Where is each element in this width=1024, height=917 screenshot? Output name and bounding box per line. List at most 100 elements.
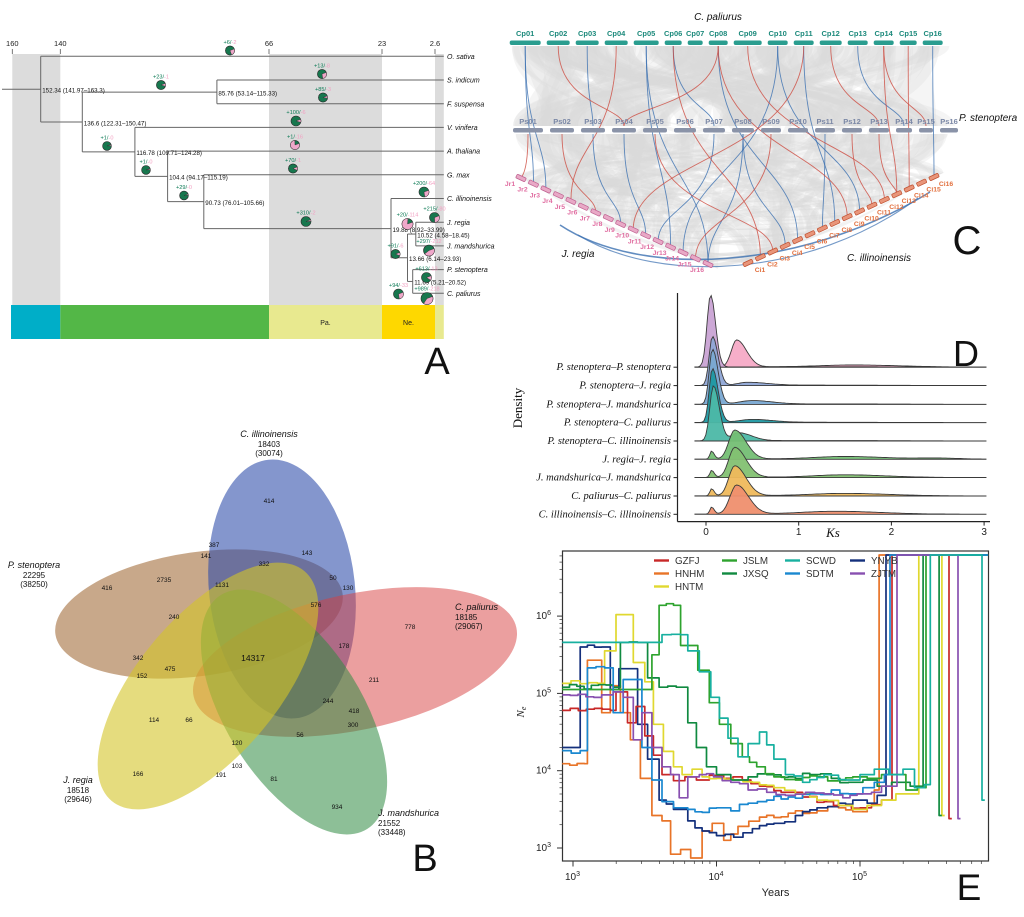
svg-text:Jr12: Jr12 — [640, 244, 654, 251]
svg-text:C. illinoinensis: C. illinoinensis — [240, 429, 298, 439]
svg-text:387: 387 — [209, 542, 220, 549]
svg-text:103: 103 — [565, 871, 580, 883]
svg-text:+100/-6: +100/-6 — [286, 110, 305, 116]
svg-text:576: 576 — [311, 602, 322, 609]
svg-text:19.88 (8.92–33.99): 19.88 (8.92–33.99) — [393, 227, 445, 234]
svg-text:416: 416 — [102, 585, 113, 592]
svg-text:+1/-16: +1/-16 — [287, 134, 303, 140]
svg-text:Jr5: Jr5 — [555, 204, 565, 211]
svg-text:YNYB: YNYB — [871, 556, 898, 567]
svg-text:Cp01: Cp01 — [516, 29, 534, 38]
svg-text:J. regia: J. regia — [62, 775, 93, 785]
svg-text:116.78 (109.71–124.28): 116.78 (109.71–124.28) — [136, 150, 202, 157]
svg-text:Cp10: Cp10 — [769, 29, 787, 38]
svg-text:Ps11: Ps11 — [816, 117, 833, 126]
svg-text:GZFJ: GZFJ — [675, 556, 700, 567]
svg-text:475: 475 — [165, 666, 176, 673]
svg-text:+23/-1: +23/-1 — [153, 74, 169, 80]
svg-text:+20/-114: +20/-114 — [397, 213, 419, 219]
svg-text:Jr1: Jr1 — [505, 181, 515, 188]
svg-text:Ps15: Ps15 — [917, 117, 935, 126]
svg-text:Cp14: Cp14 — [875, 29, 894, 38]
svg-text:Years: Years — [762, 887, 790, 899]
svg-text:HNHM: HNHM — [675, 569, 704, 580]
svg-text:Ci3: Ci3 — [780, 256, 791, 263]
svg-text:JXSQ: JXSQ — [743, 569, 769, 580]
svg-text:178: 178 — [339, 643, 350, 650]
svg-text:Cp04: Cp04 — [607, 29, 626, 38]
svg-text:3: 3 — [981, 527, 987, 538]
svg-text:Ci16: Ci16 — [939, 181, 954, 188]
svg-text:J. mandshurica: J. mandshurica — [446, 244, 495, 251]
svg-text:10.52 (4.58–18.45): 10.52 (4.58–18.45) — [417, 232, 469, 239]
svg-text:J. regia: J. regia — [561, 249, 595, 260]
svg-text:1131: 1131 — [215, 582, 229, 589]
svg-text:Jr4: Jr4 — [542, 198, 552, 205]
svg-text:Ps10: Ps10 — [789, 117, 807, 126]
svg-text:Jr6: Jr6 — [567, 210, 577, 217]
svg-text:+91/-6: +91/-6 — [387, 243, 403, 249]
svg-text:J. mandshurica–J. mandshurica: J. mandshurica–J. mandshurica — [536, 473, 671, 484]
svg-text:Ci1: Ci1 — [755, 267, 766, 274]
svg-text:SDTM: SDTM — [806, 569, 834, 580]
svg-text:+70/-1: +70/-1 — [285, 158, 301, 164]
svg-text:Density: Density — [510, 387, 525, 428]
svg-text:166: 166 — [133, 771, 144, 778]
svg-text:E: E — [957, 867, 982, 908]
svg-text:Jr8: Jr8 — [592, 221, 602, 228]
svg-text:P. stenoptera: P. stenoptera — [959, 113, 1018, 124]
svg-text:C. illinoinensis–C. illinoinen: C. illinoinensis–C. illinoinensis — [539, 509, 671, 520]
svg-text:P. stenoptera–C. paliurus: P. stenoptera–C. paliurus — [563, 418, 671, 429]
svg-text:P. stenoptera–C. illinoinensis: P. stenoptera–C. illinoinensis — [547, 436, 671, 447]
svg-text:Ps01: Ps01 — [519, 117, 537, 126]
svg-text:140: 140 — [54, 39, 67, 48]
svg-text:418: 418 — [349, 708, 360, 715]
svg-text:Ci13: Ci13 — [902, 198, 917, 205]
svg-text:18403: 18403 — [258, 440, 281, 449]
svg-text:J. regia–J. regia: J. regia–J. regia — [602, 454, 671, 465]
svg-text:104: 104 — [709, 871, 724, 883]
svg-text:+215/-80: +215/-80 — [423, 207, 445, 213]
svg-text:Ne.: Ne. — [403, 320, 414, 327]
svg-text:HNTM: HNTM — [675, 582, 703, 593]
svg-text:66: 66 — [265, 39, 273, 48]
svg-text:Cp06: Cp06 — [664, 29, 682, 38]
svg-text:+200/-64: +200/-64 — [413, 181, 435, 187]
svg-text:Ci9: Ci9 — [854, 221, 865, 228]
svg-text:22295: 22295 — [23, 571, 46, 580]
svg-text:Ks: Ks — [825, 525, 840, 540]
svg-text:(29646): (29646) — [64, 795, 92, 804]
svg-text:66: 66 — [185, 717, 193, 724]
svg-text:+310/-2: +310/-2 — [296, 211, 315, 217]
svg-text:85.76 (53.14–115.33): 85.76 (53.14–115.33) — [218, 90, 277, 97]
svg-text:+13/-8: +13/-8 — [314, 63, 330, 69]
svg-text:P. stenoptera–J. mandshurica: P. stenoptera–J. mandshurica — [545, 399, 671, 410]
svg-text:D: D — [953, 333, 979, 374]
svg-text:240: 240 — [169, 614, 180, 621]
svg-text:P. stenoptera: P. stenoptera — [8, 560, 60, 570]
svg-text:21552: 21552 — [378, 819, 401, 828]
svg-text:P. stenoptera: P. stenoptera — [447, 267, 488, 274]
svg-text:Ps03: Ps03 — [584, 117, 602, 126]
svg-text:S. indicum: S. indicum — [447, 78, 480, 85]
svg-text:103: 103 — [536, 842, 551, 854]
svg-text:56: 56 — [296, 732, 304, 739]
svg-text:Ps09: Ps09 — [762, 117, 780, 126]
svg-text:105: 105 — [536, 687, 551, 699]
svg-text:Ci2: Ci2 — [767, 261, 778, 268]
svg-text:342: 342 — [133, 655, 144, 662]
svg-text:13.66 (6.14–23.93): 13.66 (6.14–23.93) — [409, 256, 461, 263]
svg-text:1: 1 — [796, 527, 802, 538]
svg-text:Ci11: Ci11 — [877, 210, 891, 217]
svg-text:+1/-0: +1/-0 — [101, 136, 114, 142]
svg-text:114: 114 — [149, 717, 160, 724]
svg-text:2.6: 2.6 — [430, 39, 440, 48]
svg-text:Jr14: Jr14 — [665, 256, 679, 263]
svg-text:104: 104 — [536, 765, 551, 777]
svg-text:C. illinoinensis: C. illinoinensis — [847, 253, 911, 264]
svg-text:Jr13: Jr13 — [653, 250, 667, 257]
svg-text:Ci15: Ci15 — [926, 187, 941, 194]
svg-text:+85/-3: +85/-3 — [315, 87, 331, 93]
svg-text:778: 778 — [405, 624, 416, 631]
svg-text:143: 143 — [302, 550, 313, 557]
